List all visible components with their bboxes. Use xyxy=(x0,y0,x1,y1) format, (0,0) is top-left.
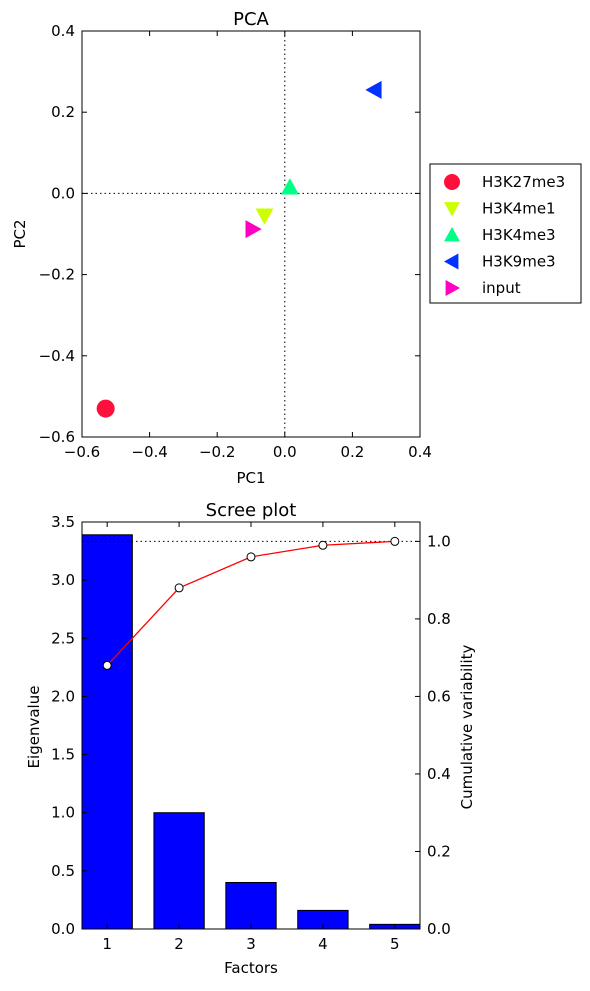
pca-point-h3k4me3 xyxy=(280,178,299,195)
scree-ylabel-right: Cumulative variability xyxy=(458,645,476,810)
pca-point-input xyxy=(245,220,262,239)
scree-y-tick-label: 2.0 xyxy=(51,687,75,705)
scree-y-tick-label: 0.0 xyxy=(51,920,75,938)
scree-y-tick-label: 3.0 xyxy=(51,571,75,589)
legend-label-input: input xyxy=(482,279,521,297)
pca-x-tick-label: 0.0 xyxy=(273,443,297,461)
scree-cumulative-point-1 xyxy=(102,660,112,670)
pca-point-h3k9me3 xyxy=(365,80,382,99)
scree-x-tick-label: 2 xyxy=(174,935,184,953)
pca-x-tick-label: 0.2 xyxy=(340,443,364,461)
legend-label-h3k9me3: H3K9me3 xyxy=(482,253,556,271)
pca-y-tick-label: −0.6 xyxy=(39,428,75,446)
scree-y2-tick-label: 0.0 xyxy=(427,920,451,938)
scree-y-tick-label: 3.5 xyxy=(51,513,75,531)
scree-bar-2 xyxy=(153,812,205,930)
scree-cumulative-point-3 xyxy=(246,552,256,562)
pca-x-tick-label: 0.4 xyxy=(408,443,432,461)
pca-plot-frame xyxy=(81,30,421,438)
pca-xlabel: PC1 xyxy=(236,469,265,487)
scree-y2-tick-label: 0.2 xyxy=(427,842,451,860)
scree-x-tick-label: 5 xyxy=(390,935,400,953)
legend-marker-h3k27me3 xyxy=(444,174,460,190)
scree-cumulative-point-4 xyxy=(318,540,328,550)
pca-x-tick-label: −0.2 xyxy=(199,443,235,461)
scree-cumulative-point-2 xyxy=(174,583,184,593)
scree-y-tick-label: 0.5 xyxy=(51,862,75,880)
pca-point-h3k27me3 xyxy=(96,399,115,418)
scree-x-tick-label: 3 xyxy=(246,935,256,953)
scree-y2-tick-label: 1.0 xyxy=(427,532,451,550)
scree-y-tick-label: 1.0 xyxy=(51,804,75,822)
legend-marker-input xyxy=(445,280,460,296)
scree-y2-tick-label: 0.8 xyxy=(427,610,451,628)
scree-x-tick-label: 4 xyxy=(318,935,328,953)
pca-chart: PCA −0.6 −0.4 −0.2 0.0 0.2 0.4 −0.6 −0.4 −0.2 0.0… xyxy=(11,9,582,487)
pca-point-h3k4me1 xyxy=(255,208,274,225)
pca-ticks: −0.6 −0.4 −0.2 0.0 0.2 0.4 −0.6 −0.4 −0.2 0.0 0.2 0… xyxy=(39,22,432,461)
scree-bar-1 xyxy=(81,534,133,930)
legend-label-h3k4me1: H3K4me1 xyxy=(482,200,556,218)
legend-marker-h3k4me1 xyxy=(444,202,460,217)
pca-y-tick-label: −0.4 xyxy=(39,347,75,365)
pca-points xyxy=(96,80,382,418)
scree-bars xyxy=(81,534,421,930)
scree-x-tick-label: 1 xyxy=(102,935,112,953)
legend-marker-h3k9me3 xyxy=(444,253,459,270)
pca-y-tick-label: 0.0 xyxy=(51,184,75,202)
scree-y2-tick-label: 0.4 xyxy=(427,765,451,783)
scree-bar-3 xyxy=(225,881,277,930)
scree-ticks: 1 2 3 4 5 0.0 0.5 1.0 1.5 2.0 2.5 3.0 3.5 0.0 0.2 0.4 0.… xyxy=(51,513,451,953)
legend-marker-h3k4me3 xyxy=(444,227,460,242)
scree-y2-tick-label: 0.6 xyxy=(427,687,451,705)
pca-ylabel: PC2 xyxy=(11,219,29,248)
scree-ylabel: Eigenvalue xyxy=(25,686,43,769)
scree-cumulative-line xyxy=(102,536,400,670)
pca-y-tick-label: −0.2 xyxy=(39,266,75,284)
scree-cumulative-point-5 xyxy=(390,536,400,546)
scree-plot-frame xyxy=(81,521,421,930)
pca-title: PCA xyxy=(233,9,269,30)
scree-title: Scree plot xyxy=(206,500,297,521)
pca-y-tick-label: 0.2 xyxy=(51,103,75,121)
scree-y-tick-label: 1.5 xyxy=(51,746,75,764)
pca-x-tick-label: −0.6 xyxy=(64,443,100,461)
legend-label-h3k4me3: H3K4me3 xyxy=(482,226,556,244)
pca-x-tick-label: −0.4 xyxy=(131,443,167,461)
scree-chart: Scree plot 1 2 3 4 5 0.0 0.5 1.0 1.5 2.0 2.5 3.0 3.5… xyxy=(25,500,476,977)
scree-xlabel: Factors xyxy=(224,959,278,977)
pca-y-tick-label: 0.4 xyxy=(51,22,75,40)
legend-label-h3k27me3: H3K27me3 xyxy=(482,173,565,191)
pca-legend: H3K27me3 H3K4me1 H3K4me3 H3K9me3 input xyxy=(429,163,582,304)
scree-y-tick-label: 2.5 xyxy=(51,629,75,647)
pca-reference-lines xyxy=(82,31,420,437)
